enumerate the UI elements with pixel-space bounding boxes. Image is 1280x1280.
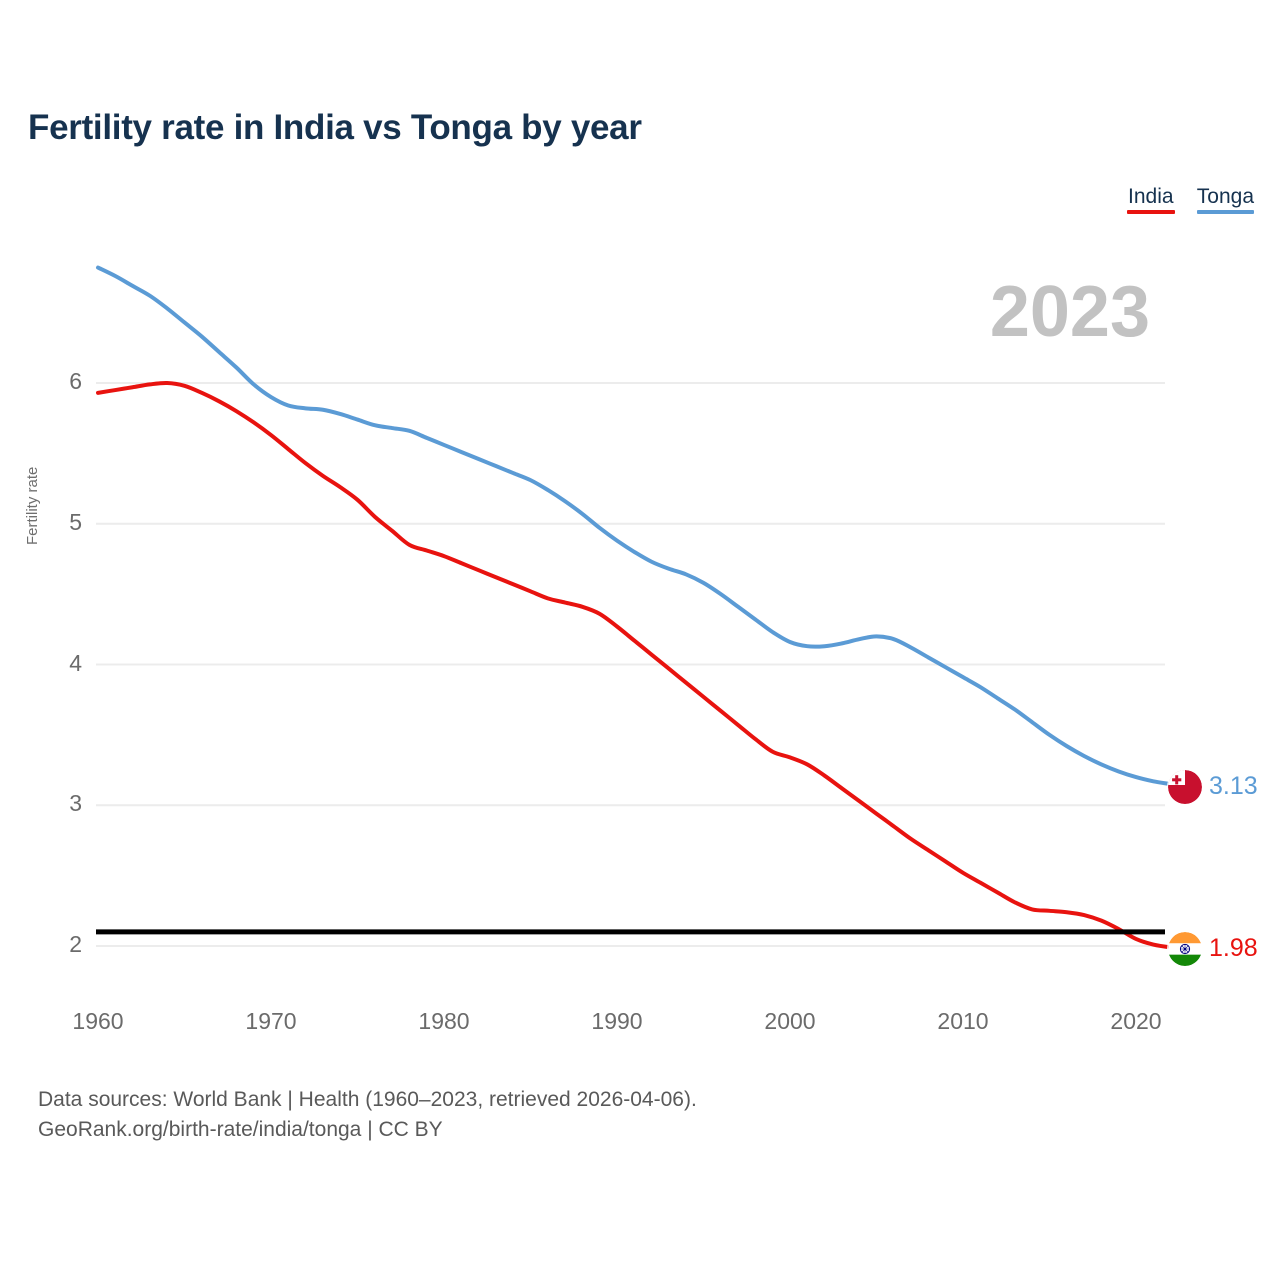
legend-label-india: India xyxy=(1128,185,1174,208)
y-tick-3: 3 xyxy=(69,790,82,817)
x-tick-1980: 1980 xyxy=(418,1008,470,1034)
y-tick-5: 5 xyxy=(69,508,82,535)
x-tick-1960: 1960 xyxy=(72,1008,124,1034)
x-tick-1990: 1990 xyxy=(591,1008,643,1034)
footer-sources: Data sources: World Bank | Health (1960–… xyxy=(38,1085,697,1146)
page-title: Fertility rate in India vs Tonga by year xyxy=(28,108,642,147)
y-axis-title: Fertility rate xyxy=(24,466,41,545)
x-tick-2010: 2010 xyxy=(937,1008,989,1034)
legend-color-swatch-tonga xyxy=(1196,210,1254,214)
y-tick-4: 4 xyxy=(69,649,82,676)
x-tick-2020: 2020 xyxy=(1110,1008,1162,1034)
year-watermark: 2023 xyxy=(989,272,1150,352)
y-tick-2: 2 xyxy=(69,931,82,957)
y-tick-6: 6 xyxy=(69,368,82,394)
series-lines xyxy=(96,265,1190,951)
tonga-endpoint: 3.13 xyxy=(1168,769,1258,804)
india-endpoint: 1.98 xyxy=(1168,931,1258,966)
tonga-endpoint-value: 3.13 xyxy=(1209,772,1258,801)
india-endpoint-value: 1.98 xyxy=(1209,934,1258,963)
legend-item-tonga[interactable]: Tonga xyxy=(1196,185,1254,214)
footer-line-1: Data sources: World Bank | Health (1960–… xyxy=(38,1088,697,1111)
tonga-flag-icon xyxy=(1168,769,1202,804)
gridlines xyxy=(96,382,1165,947)
x-tick-1970: 1970 xyxy=(245,1008,297,1034)
chart-legend: India Tonga xyxy=(1126,185,1254,214)
legend-item-india[interactable]: India xyxy=(1126,185,1175,214)
footer-line-2: GeoRank.org/birth-rate/india/tonga | CC … xyxy=(38,1118,443,1142)
india-flag-icon xyxy=(1168,931,1202,966)
legend-label-tonga: Tonga xyxy=(1196,185,1254,208)
x-tick-2000: 2000 xyxy=(764,1008,816,1034)
legend-color-swatch-india xyxy=(1126,210,1175,214)
